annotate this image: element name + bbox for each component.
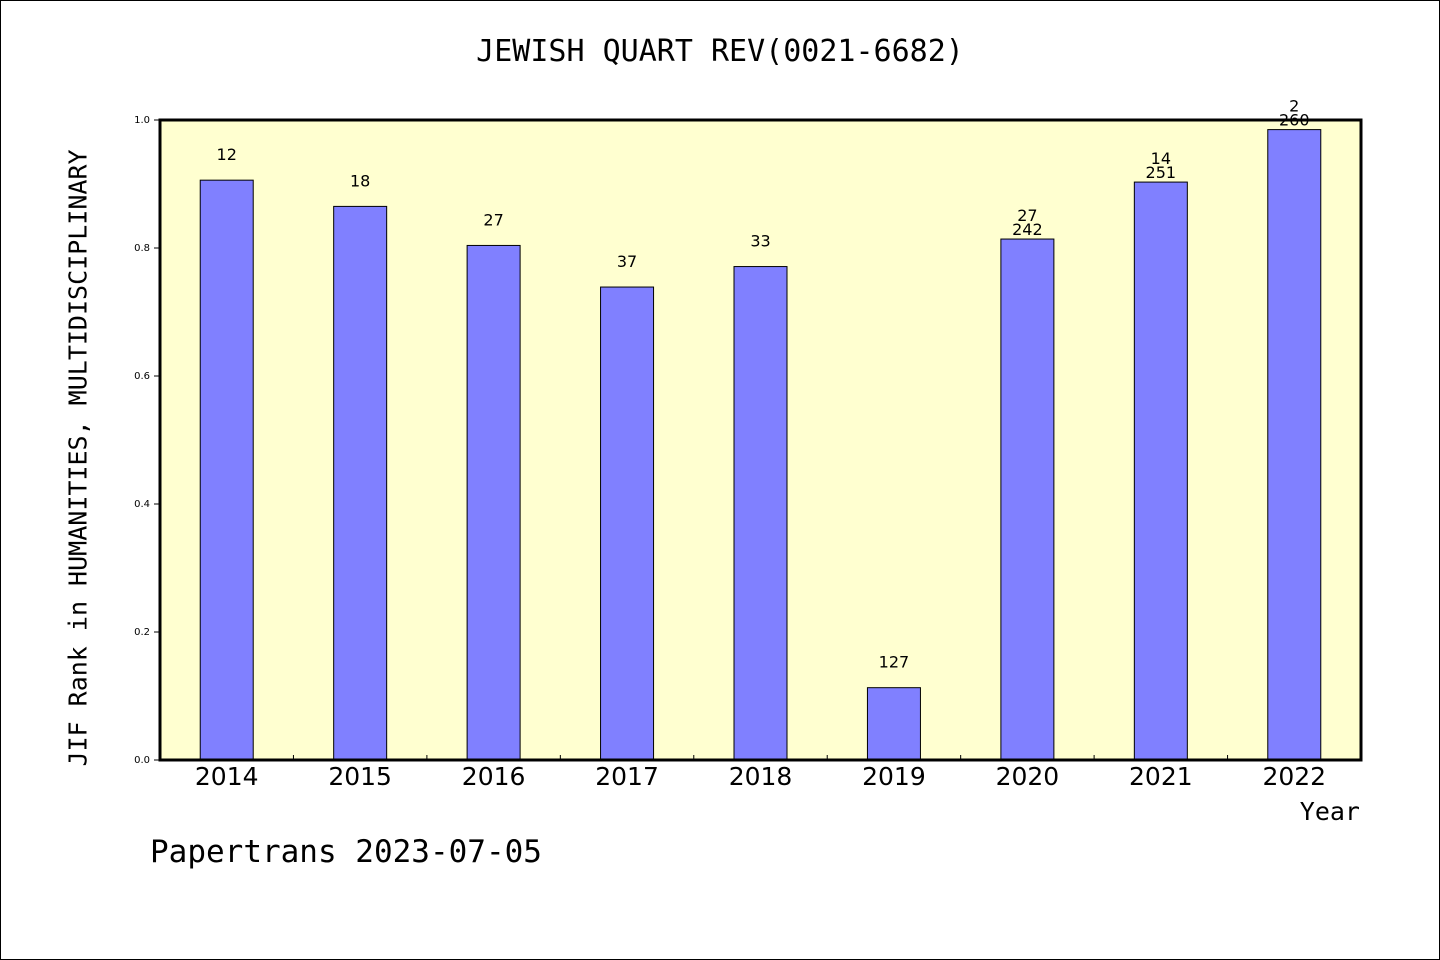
footer-credit: Papertrans 2023-07-05 <box>150 834 542 870</box>
bar-rank-label-2016: 27 <box>483 210 503 229</box>
y-tick-label: 0.8 <box>134 243 150 254</box>
bar-rank-label-2020: 27 <box>1017 206 1037 225</box>
x-tick-label-2014: 2014 <box>195 762 259 791</box>
bar-total-label-2021: 251 <box>1146 163 1177 182</box>
x-tick-label-2018: 2018 <box>729 762 793 791</box>
bar-2020 <box>1000 238 1055 761</box>
x-tick-label-2015: 2015 <box>328 762 392 791</box>
bar-total-label-2020: 242 <box>1012 220 1043 239</box>
y-tick-label: 0.0 <box>134 755 150 766</box>
bar-2018 <box>733 266 788 761</box>
bar-rank-label-2021: 14 <box>1151 149 1171 168</box>
bar-rank-label-2014: 12 <box>217 145 237 164</box>
bar-rank-label-2017: 37 <box>617 252 637 271</box>
x-tick-label-2017: 2017 <box>595 762 659 791</box>
bar-rank-label-2018: 33 <box>750 232 770 251</box>
x-tick-label-2019: 2019 <box>862 762 926 791</box>
bar-rank-label-2022: 2 <box>1289 97 1299 116</box>
bar-rank-label-2019: 127 <box>879 653 910 672</box>
bar-2019 <box>866 687 921 761</box>
bar-2014 <box>199 179 254 761</box>
y-tick-label: 0.2 <box>134 627 150 638</box>
x-tick-label-2022: 2022 <box>1262 762 1326 791</box>
y-tick-label: 0.4 <box>134 499 150 510</box>
y-tick-label: 1.0 <box>134 115 150 126</box>
plot-border <box>158 118 1363 762</box>
x-axis-label: Year <box>1299 797 1360 826</box>
bar-2017 <box>600 286 655 761</box>
bar-2022 <box>1267 129 1322 761</box>
y-tick-label: 0.6 <box>134 371 150 382</box>
bar-2015 <box>333 205 388 761</box>
x-tick-label-2021: 2021 <box>1129 762 1193 791</box>
bar-2021 <box>1133 181 1188 761</box>
x-tick-label-2016: 2016 <box>462 762 526 791</box>
chart-title: JEWISH QUART REV(0021-6682) <box>476 34 964 69</box>
bar-rank-label-2015: 18 <box>350 171 370 190</box>
bar-2016 <box>466 244 521 761</box>
x-tick-label-2020: 2020 <box>996 762 1060 791</box>
